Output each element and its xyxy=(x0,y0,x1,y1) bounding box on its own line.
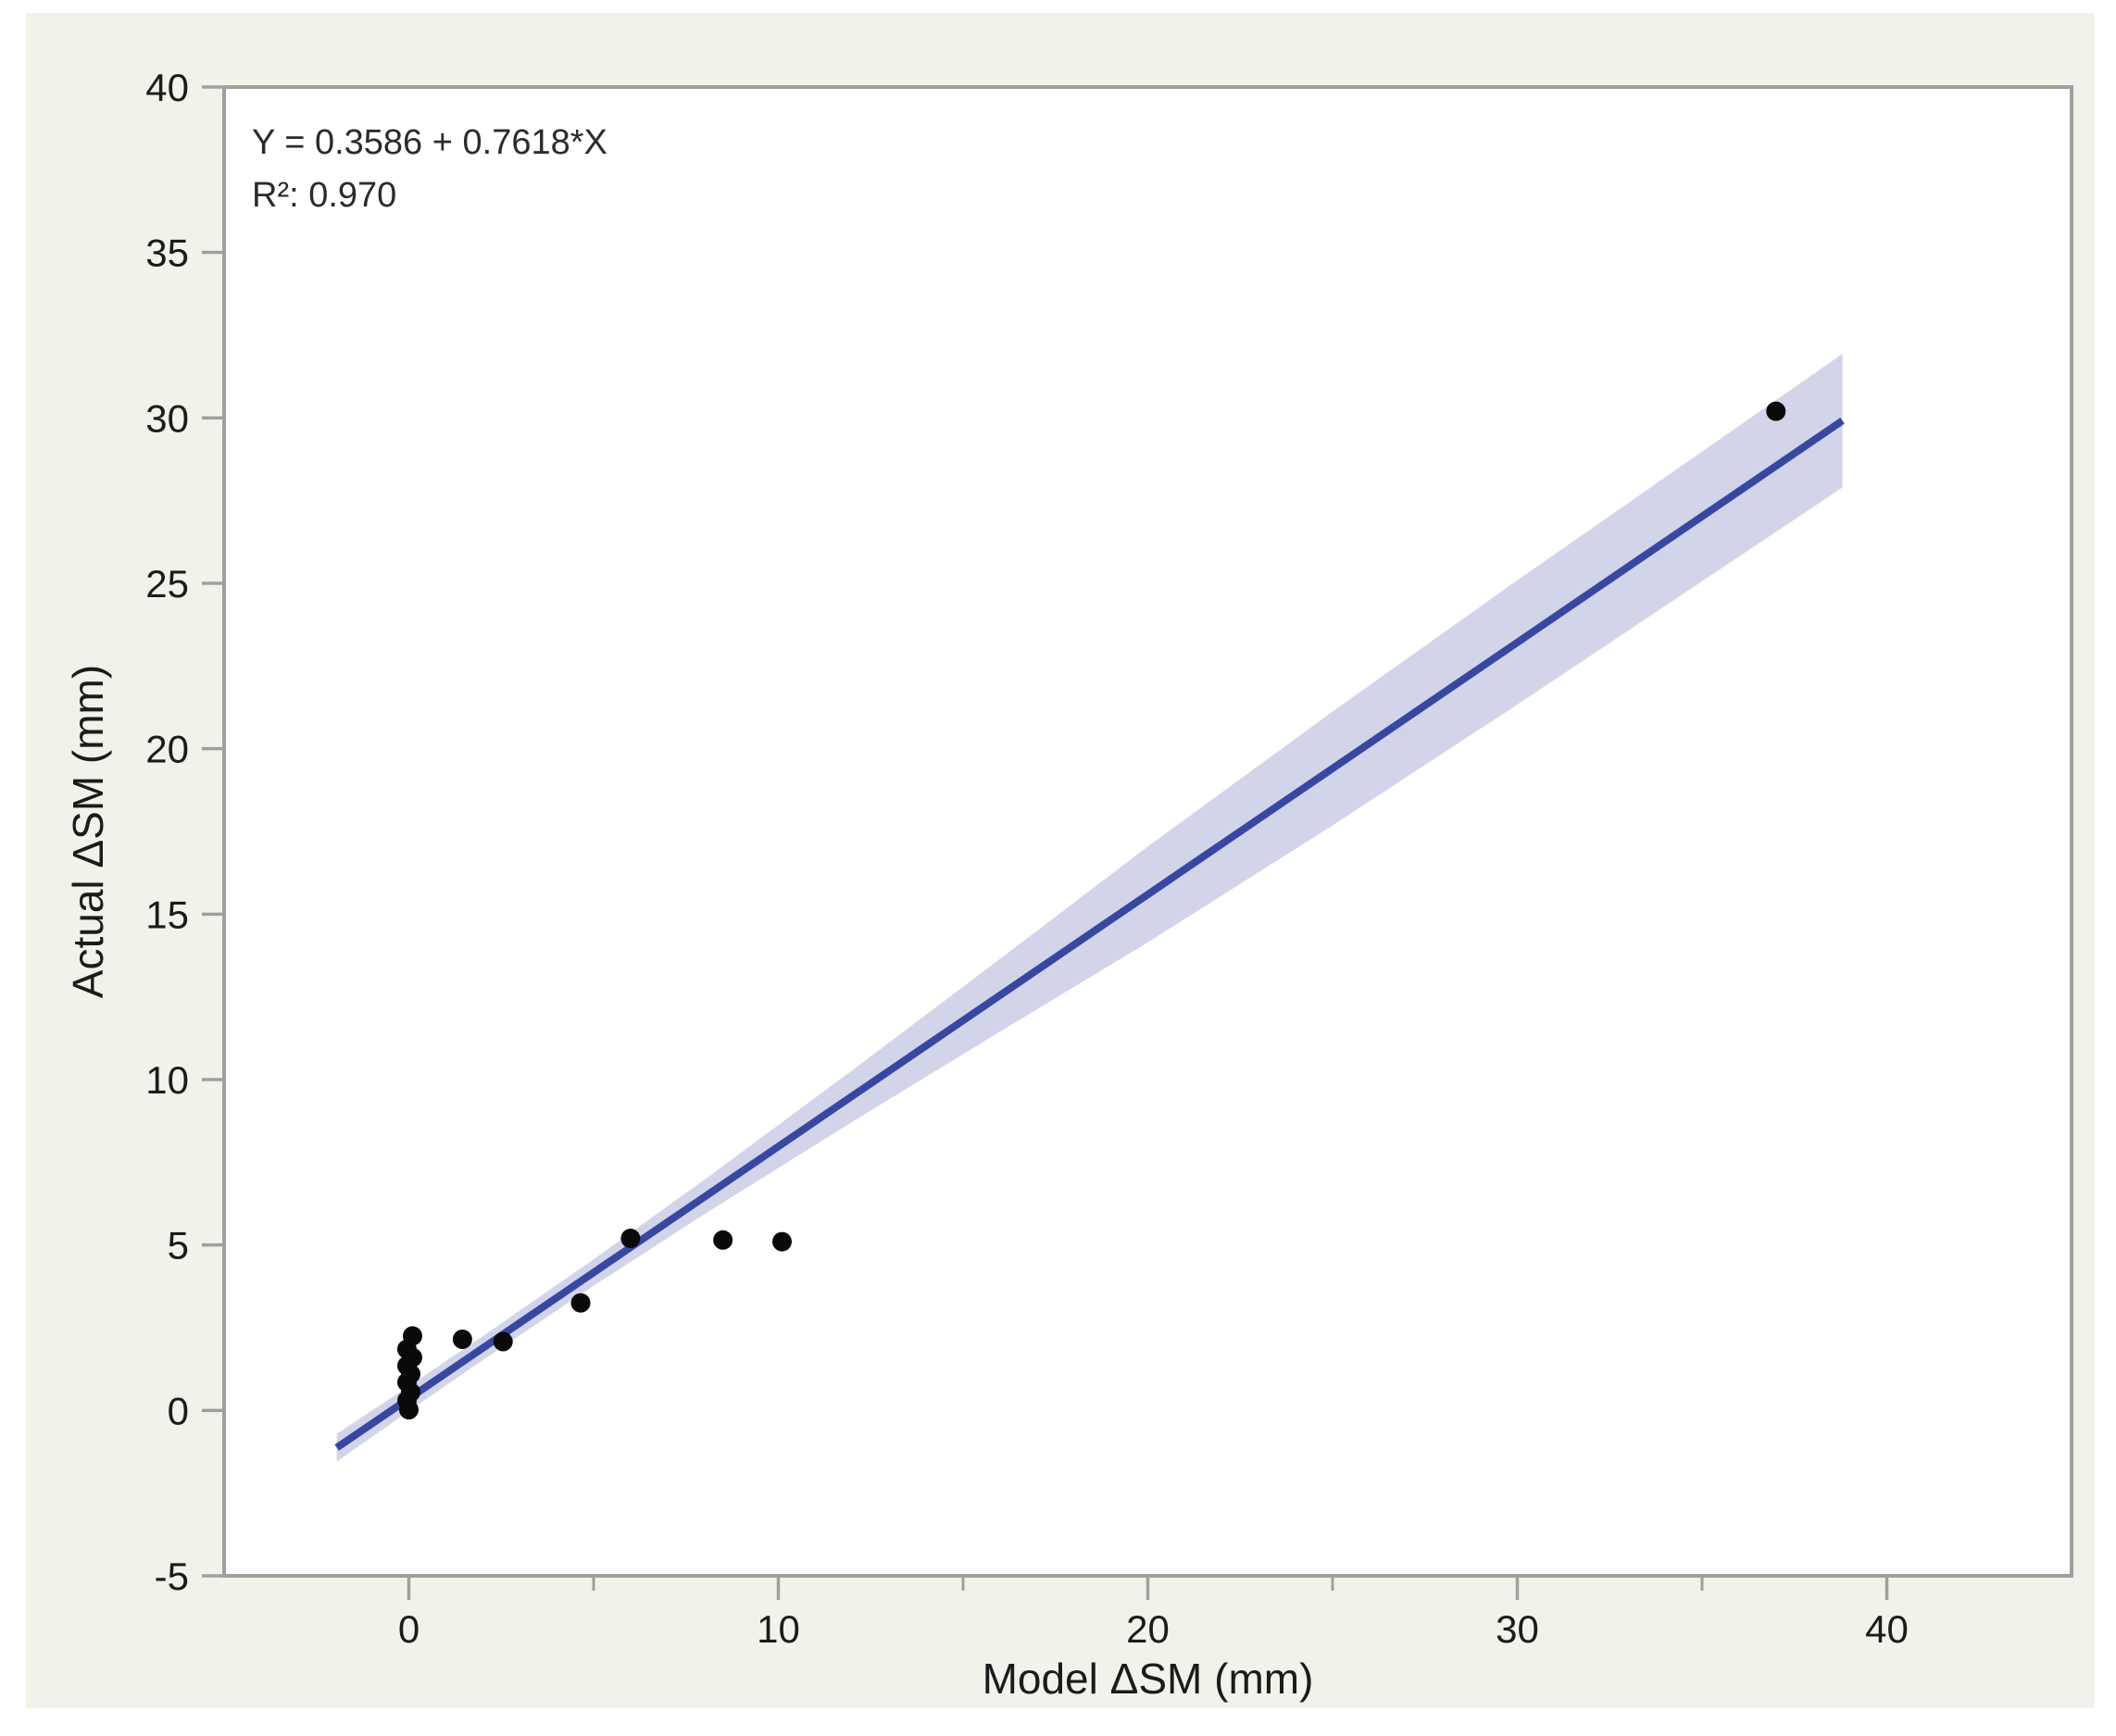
x-axis-tick-label: 0 xyxy=(398,1607,419,1651)
data-point xyxy=(620,1229,641,1249)
plot-area xyxy=(222,85,2073,1578)
data-point xyxy=(771,1231,792,1252)
y-axis-tick-label: 35 xyxy=(145,231,189,275)
y-axis-tick-label: 10 xyxy=(145,1058,189,1102)
y-axis-tick-label: 30 xyxy=(145,396,189,440)
data-point xyxy=(1766,401,1786,421)
x-axis-tick-label: 10 xyxy=(757,1607,800,1651)
regression-equation-text: Y = 0.3586 + 0.7618*X xyxy=(252,123,607,162)
equation-annotation: Y = 0.3586 + 0.7618*X R²: 0.970 xyxy=(235,104,628,237)
y-axis-title: Actual ΔSM (mm) xyxy=(64,664,112,999)
y-axis-tick-label: 5 xyxy=(168,1224,189,1268)
y-axis-tick-label: 20 xyxy=(145,728,189,771)
confidence-band xyxy=(336,354,1843,1462)
regression-line xyxy=(334,418,1845,1451)
data-point xyxy=(713,1230,733,1250)
x-axis-tick-label: 40 xyxy=(1865,1607,1909,1651)
y-axis-tick-label: 40 xyxy=(145,66,189,109)
data-point xyxy=(493,1331,513,1352)
y-axis-tick-label: 15 xyxy=(145,893,189,936)
data-point xyxy=(399,1400,419,1420)
y-axis-tick-label: 25 xyxy=(145,562,189,606)
data-point xyxy=(570,1293,591,1313)
y-axis-tick-label: -5 xyxy=(155,1555,189,1598)
y-axis-tick-label: 0 xyxy=(168,1389,189,1432)
data-point xyxy=(452,1330,472,1350)
x-axis-tick-label: 30 xyxy=(1496,1607,1539,1651)
x-axis-title: Model ΔSM (mm) xyxy=(982,1655,1314,1703)
r-squared-text: R²: 0.970 xyxy=(252,176,397,215)
x-axis-tick-label: 20 xyxy=(1126,1607,1170,1651)
